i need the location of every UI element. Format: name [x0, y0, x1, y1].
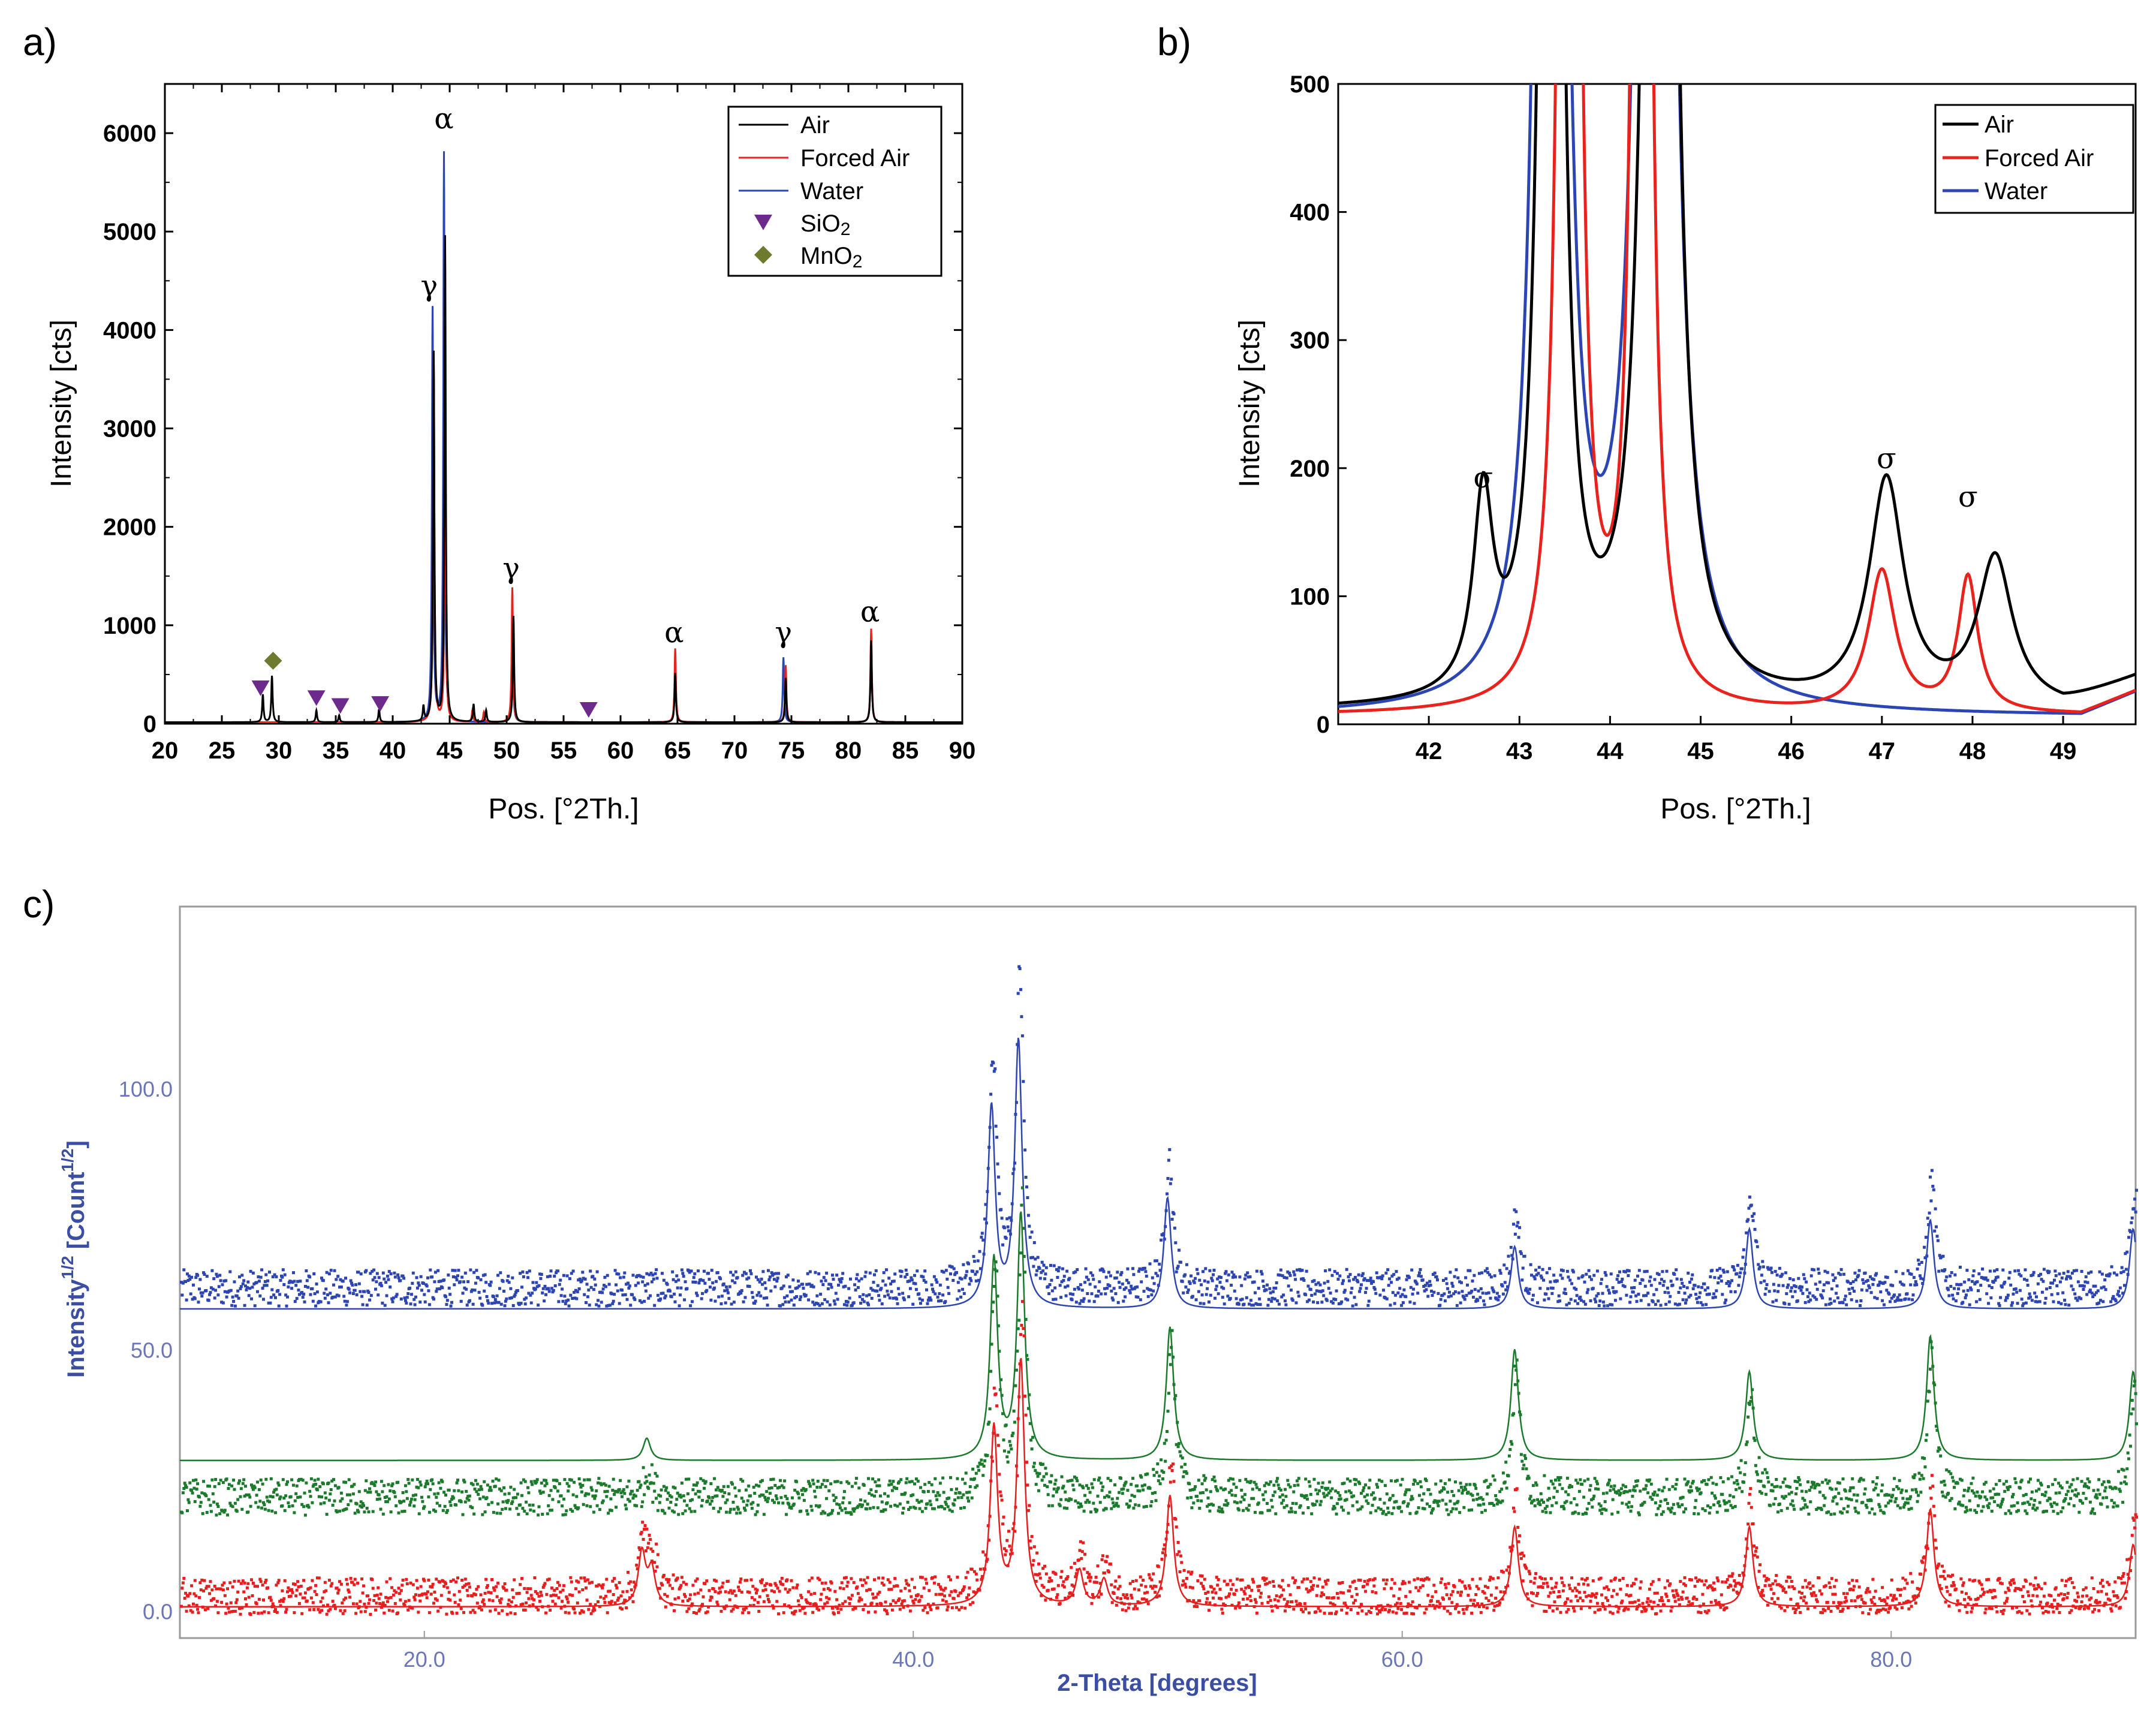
- panel-label-c: c): [23, 883, 55, 926]
- c-ytick-label: 100.0: [119, 1077, 173, 1101]
- a-xtick-label: 75: [778, 737, 805, 764]
- c-ytick-label: 50.0: [131, 1338, 173, 1363]
- chart-c-xlabel: 2-Theta [degrees]: [1057, 1670, 1257, 1696]
- b-series-air: [1338, 84, 2136, 705]
- b-ytick-label: 0: [1317, 712, 1330, 738]
- b-sigma-annotation: σ: [1877, 442, 1896, 475]
- chart-b-frame: [1337, 83, 2137, 725]
- b-ytick-label: 400: [1290, 200, 1330, 226]
- b-xtick-label: 47: [1869, 738, 1896, 764]
- a-series-forced_air: [165, 356, 962, 723]
- a-phase-annotation: γ: [420, 269, 438, 303]
- a-phase-annotation: α: [664, 616, 683, 649]
- chart-b-xlabel: Pos. [°2Th.]: [1660, 793, 1811, 825]
- legend-b-forced-air: Forced Air: [1985, 145, 2094, 171]
- a-phase-annotation: α: [860, 595, 880, 628]
- legend-a-air: Air: [800, 112, 830, 139]
- a-ytick-label: 1000: [103, 613, 156, 639]
- a-xtick-label: 25: [209, 737, 236, 764]
- a-xtick-label: 50: [493, 737, 520, 764]
- a-xtick-label: 40: [380, 737, 406, 764]
- b-xtick-label: 45: [1687, 738, 1714, 764]
- panel-label-b: b): [1157, 20, 1191, 64]
- a-xtick-label: 90: [949, 737, 976, 764]
- b-xtick-label: 42: [1416, 738, 1443, 764]
- a-phase-annotation: γ: [502, 552, 520, 585]
- a-sio2-marker: [331, 698, 350, 714]
- a-ytick-label: 4000: [103, 317, 156, 344]
- a-mno2-marker: [264, 651, 282, 670]
- a-xtick-label: 55: [550, 737, 577, 764]
- a-sio2-marker: [371, 696, 390, 712]
- a-xtick-label: 60: [607, 737, 634, 764]
- a-sio2-marker: [307, 690, 326, 706]
- c-fit-c_air: [180, 1357, 2136, 1607]
- chart-b-ylabel: Intensity [cts]: [1234, 320, 1266, 487]
- c-xtick-label: 80.0: [1870, 1647, 1912, 1672]
- chart-c-ylabel: Intensity1/2 [Count1/2]: [58, 1140, 89, 1378]
- b-ytick-label: 500: [1290, 71, 1330, 98]
- b-xtick-label: 49: [2050, 738, 2077, 764]
- chart-a-xlabel: Pos. [°2Th.]: [488, 793, 639, 825]
- a-phase-annotation: γ: [775, 616, 792, 649]
- b-sigma-annotation: σ: [1473, 461, 1493, 495]
- chart-a-ylabel: Intensity [cts]: [46, 320, 77, 487]
- legend-a-mno2: MnO2: [800, 243, 862, 272]
- b-xtick-label: 43: [1506, 738, 1533, 764]
- b-series-forced_air: [1338, 84, 2136, 714]
- b-ytick-label: 300: [1290, 327, 1330, 354]
- chart-b: σ σ σ 42 43 44 45 46 47 48 49 0 100 200 300 400 500 Pos…: [1234, 71, 2137, 825]
- legend-b-water: Water: [1985, 178, 2047, 204]
- c-ytick-label: 0.0: [143, 1599, 173, 1624]
- c-scatter-c_forced: [180, 1186, 2138, 1517]
- b-ytick-label: 100: [1290, 583, 1330, 610]
- a-ytick-label: 6000: [103, 121, 156, 147]
- c-fit-c_forced: [180, 1211, 2136, 1461]
- a-xtick-label: 30: [266, 737, 293, 764]
- b-xtick-label: 48: [1959, 738, 1986, 764]
- a-series-air: [165, 235, 962, 723]
- chart-a-legend: Air Forced Air Water SiO2 MnO2: [727, 106, 943, 277]
- a-xtick-label: 35: [323, 737, 350, 764]
- legend-a-water: Water: [800, 178, 863, 204]
- panel-label-a: a): [23, 20, 57, 64]
- c-scatter-c_air: [180, 1300, 2138, 1616]
- chart-a: α γ γ α γ α 20 25 30 35 40 45 50 55 60 65 70 75 80 85 90 0 10…: [46, 83, 976, 825]
- a-phase-annotation: α: [434, 102, 453, 136]
- a-xtick-label: 80: [835, 737, 862, 764]
- a-ytick-label: 2000: [103, 514, 156, 541]
- legend-a-forced-air: Forced Air: [800, 145, 910, 171]
- c-xtick-label: 60.0: [1381, 1647, 1423, 1672]
- c-fit-c_water: [180, 1037, 2136, 1310]
- a-sio2-marker: [251, 680, 270, 696]
- legend-a-sio2-marker: [754, 215, 772, 230]
- a-xtick-label: 45: [436, 737, 463, 764]
- a-ytick-label: 3000: [103, 416, 156, 442]
- c-scatter-c_water: [180, 965, 2138, 1308]
- b-xtick-label: 44: [1597, 738, 1624, 764]
- b-ytick-label: 200: [1290, 456, 1330, 482]
- a-xtick-label: 85: [892, 737, 919, 764]
- legend-b-air: Air: [1985, 112, 2014, 138]
- chart-c: 20.0 40.0 60.0 80.0 0.0 50.0 100.0 2-Theta [de…: [58, 905, 2138, 1696]
- chart-b-legend: Air Forced Air Water: [1934, 104, 2134, 214]
- a-xtick-label: 65: [664, 737, 691, 764]
- c-xtick-label: 40.0: [892, 1647, 934, 1672]
- a-ytick-label: 0: [143, 711, 156, 737]
- c-xtick-label: 20.0: [404, 1647, 445, 1672]
- b-sigma-annotation: σ: [1958, 480, 1978, 514]
- chart-c-frame: [179, 905, 2137, 1639]
- a-xtick-label: 20: [152, 737, 179, 764]
- a-sio2-marker: [579, 702, 598, 718]
- legend-a-mno2-marker: [754, 246, 772, 264]
- a-xtick-label: 70: [721, 737, 748, 764]
- a-ytick-label: 5000: [103, 219, 156, 245]
- b-xtick-label: 46: [1778, 738, 1805, 764]
